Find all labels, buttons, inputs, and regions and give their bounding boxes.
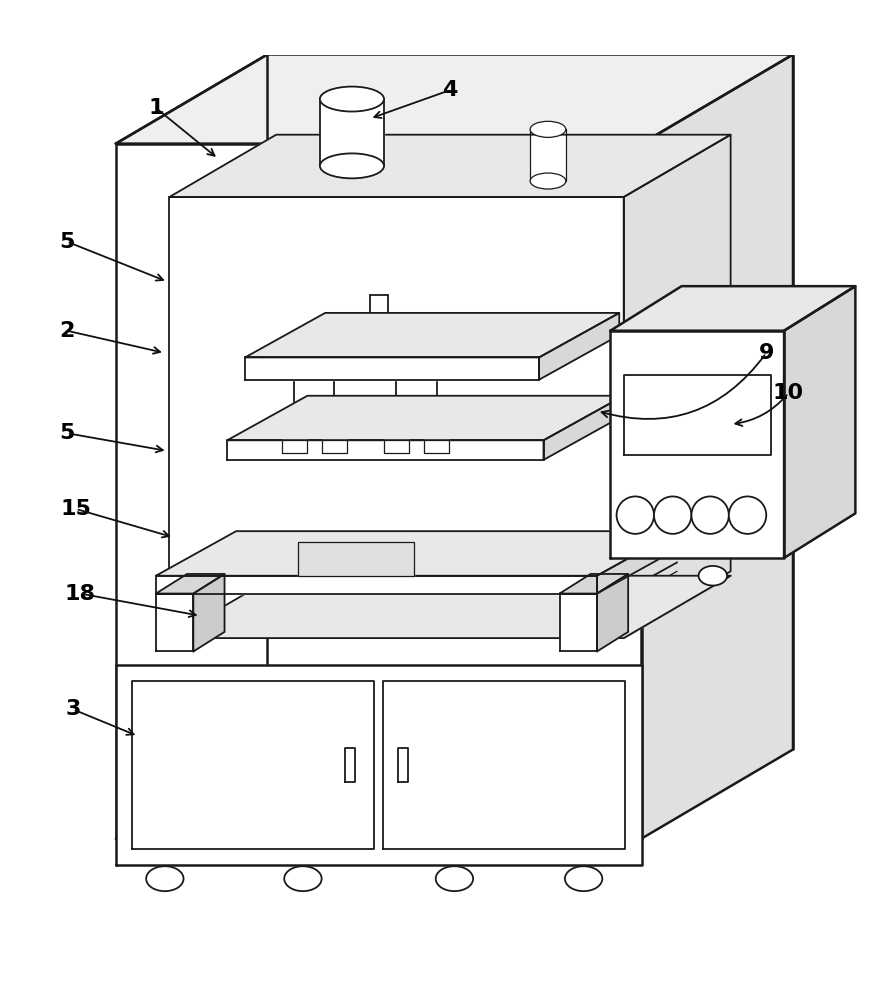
Polygon shape bbox=[116, 665, 642, 865]
Text: 18: 18 bbox=[65, 584, 95, 604]
Circle shape bbox=[617, 496, 654, 534]
Polygon shape bbox=[398, 748, 408, 782]
Polygon shape bbox=[298, 542, 414, 576]
Polygon shape bbox=[345, 748, 355, 782]
Polygon shape bbox=[560, 594, 597, 651]
Polygon shape bbox=[610, 331, 784, 558]
Polygon shape bbox=[597, 574, 628, 651]
Polygon shape bbox=[227, 440, 544, 460]
Ellipse shape bbox=[284, 866, 322, 891]
Polygon shape bbox=[156, 574, 225, 594]
Polygon shape bbox=[784, 286, 855, 558]
Polygon shape bbox=[245, 357, 539, 380]
FancyArrowPatch shape bbox=[601, 355, 764, 419]
Text: 3: 3 bbox=[65, 699, 81, 719]
Polygon shape bbox=[610, 286, 855, 331]
Polygon shape bbox=[384, 440, 409, 453]
Polygon shape bbox=[169, 576, 731, 638]
Text: 15: 15 bbox=[61, 499, 91, 519]
Ellipse shape bbox=[436, 866, 473, 891]
Polygon shape bbox=[320, 99, 384, 166]
Polygon shape bbox=[245, 313, 619, 357]
Polygon shape bbox=[132, 681, 374, 849]
Polygon shape bbox=[156, 594, 193, 651]
Ellipse shape bbox=[530, 121, 566, 137]
Polygon shape bbox=[116, 144, 642, 839]
Polygon shape bbox=[539, 313, 619, 380]
Polygon shape bbox=[116, 54, 793, 144]
Polygon shape bbox=[642, 54, 793, 839]
Polygon shape bbox=[156, 576, 597, 594]
Ellipse shape bbox=[565, 866, 602, 891]
Text: 9: 9 bbox=[758, 343, 774, 363]
Polygon shape bbox=[156, 531, 677, 576]
Ellipse shape bbox=[699, 566, 727, 586]
Polygon shape bbox=[624, 375, 771, 455]
Circle shape bbox=[729, 496, 766, 534]
Polygon shape bbox=[597, 531, 677, 594]
Polygon shape bbox=[624, 135, 731, 634]
Circle shape bbox=[654, 496, 691, 534]
Text: 4: 4 bbox=[442, 80, 458, 100]
Polygon shape bbox=[282, 440, 307, 453]
Polygon shape bbox=[169, 197, 624, 634]
Ellipse shape bbox=[320, 87, 384, 112]
Polygon shape bbox=[383, 681, 625, 849]
Polygon shape bbox=[530, 129, 566, 181]
Text: 10: 10 bbox=[773, 383, 804, 403]
Polygon shape bbox=[193, 574, 225, 651]
Polygon shape bbox=[169, 135, 731, 197]
Polygon shape bbox=[560, 574, 628, 594]
Text: 1: 1 bbox=[148, 98, 164, 118]
Circle shape bbox=[691, 496, 729, 534]
Polygon shape bbox=[227, 396, 624, 440]
Text: 2: 2 bbox=[59, 321, 75, 341]
Ellipse shape bbox=[320, 153, 384, 178]
Polygon shape bbox=[424, 440, 449, 453]
Text: 5: 5 bbox=[59, 423, 75, 443]
FancyArrowPatch shape bbox=[735, 395, 787, 426]
Ellipse shape bbox=[146, 866, 184, 891]
Polygon shape bbox=[544, 396, 624, 460]
Text: 5: 5 bbox=[59, 232, 75, 252]
Polygon shape bbox=[322, 440, 347, 453]
Ellipse shape bbox=[530, 173, 566, 189]
